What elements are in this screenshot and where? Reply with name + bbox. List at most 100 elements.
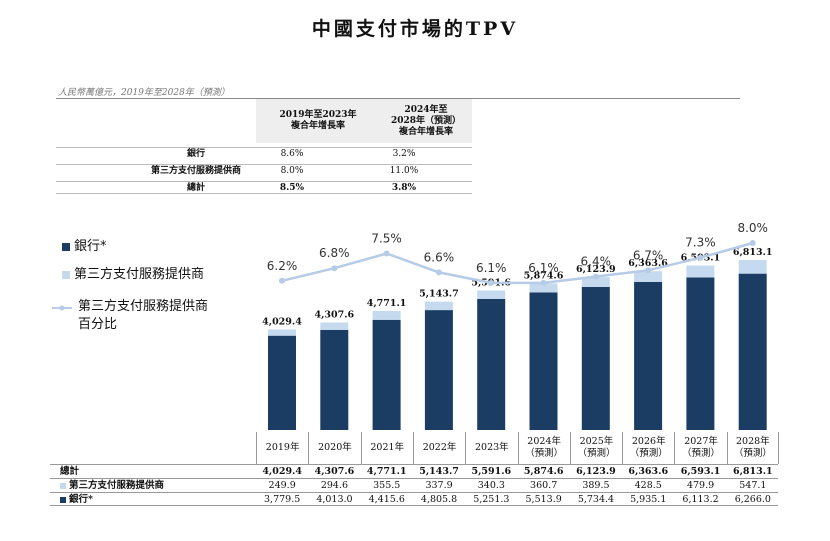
table-cell: 5,513.9: [525, 494, 562, 505]
cagr-row-bank: 銀行 8.6% 3.2%: [56, 147, 472, 160]
cagr-value: 3.8%: [391, 183, 417, 193]
table-row-label-text: 銀行*: [69, 494, 93, 505]
table-column-header: 2023年: [465, 432, 517, 464]
table-cell: 6,363.6: [628, 466, 669, 477]
share-point: [331, 265, 338, 272]
table-cell: 294.6: [320, 480, 349, 491]
cagr-row-third-party: 第三方支付服務提供商 8.0% 11.0%: [56, 164, 472, 177]
share-point: [697, 254, 704, 261]
share-line: [281, 241, 754, 285]
table-cell: 547.1: [739, 480, 767, 491]
table-cell: 5,734.4: [577, 494, 615, 505]
bars-layer: 4,029.44,307.64,771.15,143.75,591.65,874…: [262, 247, 773, 430]
legend-label-share-line-2: 百分比: [78, 317, 118, 332]
share-label: 6.1%: [528, 261, 559, 275]
bar-third-party: [320, 322, 349, 330]
share-point: [435, 269, 442, 276]
unit-note: 人民幣萬億元，2019年至2028年（預測）: [58, 88, 230, 98]
legend-swatch-bank: [62, 243, 70, 251]
bar-bank: [424, 310, 453, 430]
share-label: 6.6%: [424, 250, 455, 264]
bar-third-party: [424, 301, 453, 311]
legend-label-third-party: 第三方支付服務提供商: [74, 267, 205, 282]
cagr-row-total: 總計 8.5% 3.8%: [56, 181, 472, 194]
share-label: 6.8%: [319, 246, 350, 260]
table-cell: 5,143.7: [419, 466, 459, 477]
table-column-header: 2024年 （預測）: [517, 432, 570, 464]
share-point: [488, 279, 495, 286]
bar-total-label: 4,307.6: [314, 310, 354, 321]
table-column-header: 2022年: [412, 432, 465, 464]
legend-swatch-third-party: [62, 271, 70, 279]
cagr-value: 11.0%: [389, 166, 419, 176]
bar-third-party: [372, 310, 401, 320]
cagr-header-2019-2023: 2019年至2023年 複合年增長率: [256, 99, 380, 143]
bar-bank: [686, 277, 715, 430]
table-row: 總計 4,029.4 4,307.6 4,771.1 5,143.7 5,591.6 5,8…: [50, 464, 778, 478]
table-cell: 340.3: [477, 480, 505, 491]
table-column-header: 2028年 （預測）: [726, 432, 779, 464]
share-label: 7.3%: [685, 236, 716, 250]
table-column-header: 2020年: [308, 432, 360, 464]
share-label: 6.2%: [267, 259, 298, 273]
bar-total-label: 4,771.1: [367, 298, 407, 309]
bar-bank: [477, 298, 506, 430]
legend-label-bank: 銀行*: [74, 239, 107, 254]
table-cell: 4,771.1: [366, 466, 407, 477]
table-cell: 6,123.9: [576, 466, 616, 477]
table-cell: 6,113.2: [682, 494, 719, 505]
top-rule: [56, 98, 740, 99]
table-column-header: 2021年: [360, 432, 413, 464]
table-cell: 5,251.3: [473, 494, 510, 505]
table-cell: 4,415.6: [368, 494, 405, 505]
bar-third-party: [268, 329, 296, 336]
bar-bank: [634, 281, 663, 430]
table-cell: 5,591.6: [471, 466, 512, 477]
bar-third-party: [529, 283, 558, 293]
cagr-label: 第三方支付服務提供商: [150, 166, 241, 176]
share-point: [383, 250, 390, 257]
table-cell: 3,779.5: [264, 494, 301, 505]
table-column-header: 2027年 （預測）: [674, 432, 726, 464]
table-cell: 4,307.6: [314, 466, 355, 477]
table-cell: 5,874.6: [523, 466, 564, 477]
table-row-label-text: 第三方支付服務提供商: [69, 480, 165, 491]
table-cell: 337.9: [425, 480, 453, 491]
table-cell: 355.5: [373, 480, 401, 491]
table-column-header: 2019年: [256, 432, 308, 464]
cagr-value: 8.5%: [279, 183, 305, 193]
table-column-header: 2026年 （預測）: [622, 432, 674, 464]
table-cell: 4,013.0: [316, 494, 353, 505]
table-cell: 6,266.0: [734, 494, 771, 505]
table-row: 第三方支付服務提供商 249.9 294.6 355.5 337.9 340.3 360.7…: [50, 478, 778, 492]
cagr-value: 8.6%: [280, 149, 304, 159]
share-label: 8.0%: [737, 221, 768, 235]
share-point: [279, 277, 285, 284]
bar-bank: [529, 292, 558, 430]
bar-bank: [372, 319, 401, 430]
table-row-swatch: [60, 482, 66, 489]
legend-label-share-line-1: 第三方支付服務提供商: [78, 299, 209, 314]
table-cell: 4,029.4: [262, 466, 302, 477]
cagr-label: 銀行: [186, 149, 205, 159]
bar-total-label: 4,029.4: [262, 316, 302, 327]
table-row-label-text: 總計: [60, 466, 80, 477]
bar-bank: [268, 335, 296, 430]
share-label: 6.7%: [633, 248, 664, 262]
table-cell: 6,593.1: [680, 466, 721, 477]
cagr-value: 3.2%: [392, 149, 416, 159]
table-cell: 360.7: [530, 480, 558, 491]
table-row-swatch: [60, 496, 66, 503]
bar-bank: [738, 273, 767, 430]
bar-third-party: [738, 260, 767, 274]
share-point: [592, 273, 599, 280]
bar-total-label: 5,874.6: [524, 270, 564, 281]
bar-total-label: 5,143.7: [419, 289, 459, 300]
share-label: 7.5%: [371, 232, 402, 246]
table-column-header: 2025年 （預測）: [569, 432, 622, 464]
cagr-header-2024-2028: 2024年至 2028年（預測） 複合年增長率: [380, 99, 472, 143]
bar-third-party: [686, 265, 715, 278]
page-title: 中國支付市場的TPV: [311, 18, 519, 40]
bar-third-party: [581, 277, 610, 287]
